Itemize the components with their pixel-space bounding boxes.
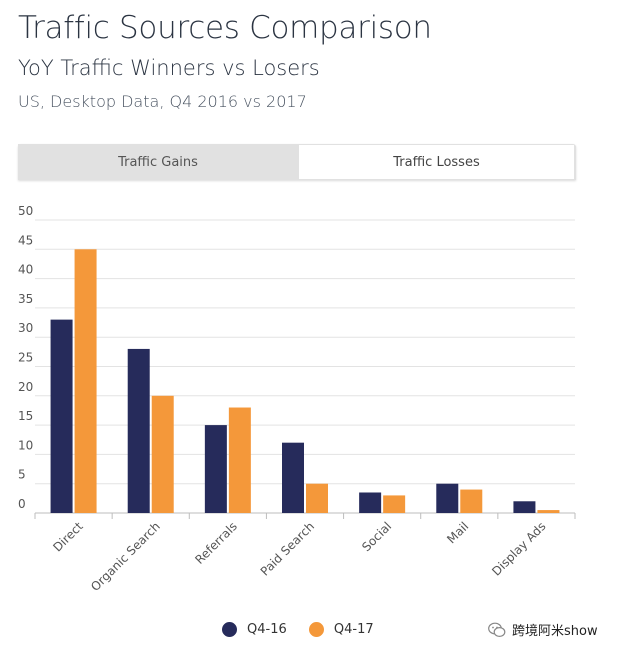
legend: Q4-16 Q4-17 [222, 622, 392, 641]
x-tick-label: Organic Search [88, 519, 163, 594]
legend-swatch-q4-16 [222, 622, 237, 637]
tab-traffic-gains[interactable]: Traffic Gains [18, 144, 298, 180]
y-tick-label: 5 [18, 468, 26, 482]
y-tick-label: 45 [18, 233, 33, 247]
y-tick-label: 40 [18, 263, 33, 277]
chart-title: Traffic Sources Comparison [18, 10, 432, 46]
bar-q4-16-paid-search [282, 442, 304, 513]
legend-swatch-q4-17 [308, 622, 324, 637]
bar-q4-16-direct [50, 319, 73, 513]
watermark: 跨境阿米show [488, 620, 598, 639]
chart-subtitle: YoY Traffic Winners vs Losers [18, 56, 320, 80]
y-tick-label: 0 [18, 497, 26, 511]
y-tick-label: 35 [18, 292, 33, 306]
bar-q4-16-referrals [204, 425, 227, 513]
legend-item-q4-17[interactable]: Q4-17 [308, 622, 374, 637]
bar-q4-16-social [359, 492, 382, 513]
y-tick-label: 20 [18, 380, 33, 394]
legend-label-q4-17: Q4-17 [333, 622, 374, 637]
y-tick-label: 15 [18, 409, 33, 423]
y-tick-label: 50 [18, 204, 33, 218]
bar-q4-17-direct [74, 249, 97, 514]
bar-q4-16-display-ads [513, 501, 536, 513]
bar-q4-17-paid-search [306, 483, 328, 513]
y-tick-label: 30 [18, 321, 33, 335]
x-tick-label: Social [359, 519, 394, 554]
y-tick-label: 25 [18, 351, 33, 365]
y-tick-label: 10 [18, 438, 33, 452]
bar-q4-16-organic-search [127, 348, 150, 513]
bar-chart: 0 5 10 15 20 25 30 35 40 45 50 Direct Organic Search… [18, 204, 576, 594]
bar-q4-17-social [383, 495, 406, 513]
chart-description: US, Desktop Data, Q4 2016 vs 2017 [18, 92, 307, 111]
tab-bar: Traffic Gains Traffic Losses [18, 144, 576, 180]
legend-label-q4-16: Q4-16 [247, 622, 287, 637]
x-tick-label: Direct [50, 519, 86, 555]
x-tick-label: Display Ads [489, 519, 548, 578]
bar-q4-17-mail [460, 489, 483, 513]
watermark-text: 跨境阿米show [512, 624, 598, 639]
x-tick-label: Referrals [192, 519, 240, 567]
x-tick-label: Mail [444, 519, 471, 546]
bar-q4-17-referrals [228, 407, 251, 513]
tab-traffic-losses[interactable]: Traffic Losses [299, 145, 574, 179]
bar-q4-17-display-ads [537, 510, 560, 513]
bar-q4-17-organic-search [151, 395, 174, 513]
legend-item-q4-16[interactable]: Q4-16 [222, 622, 287, 637]
x-tick-label: Paid Search [258, 519, 317, 578]
wechat-icon [488, 622, 506, 637]
bar-q4-16-mail [436, 483, 459, 513]
